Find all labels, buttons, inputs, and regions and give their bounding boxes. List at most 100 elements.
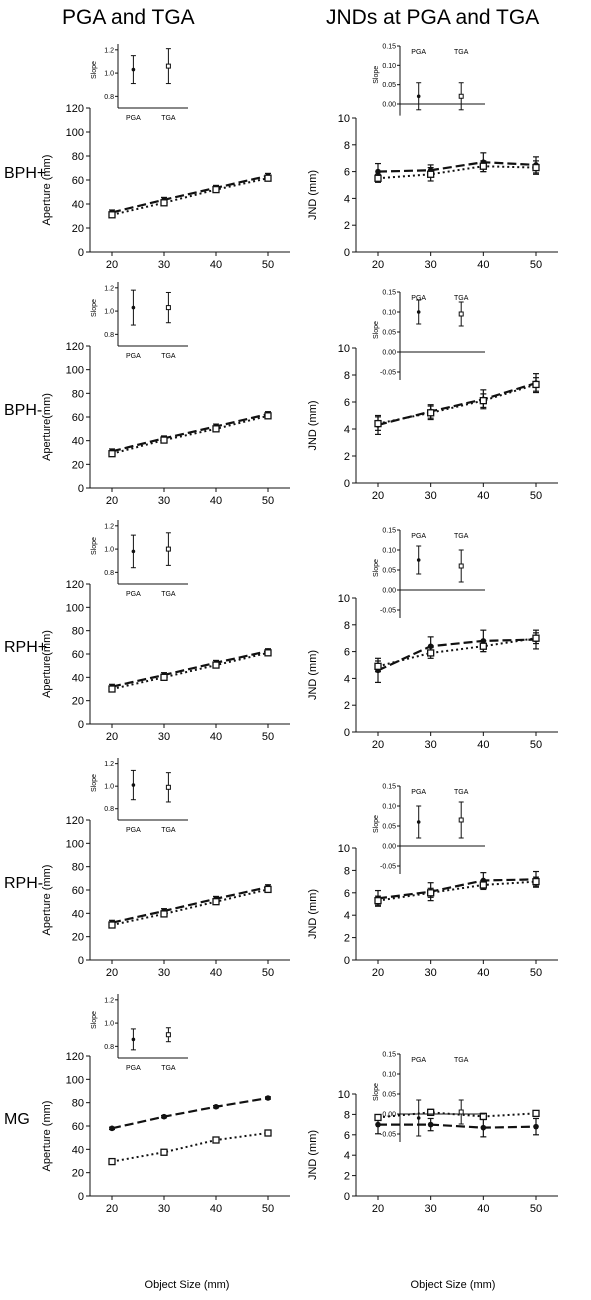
y-axis-label: Aperture(mm) <box>41 630 53 698</box>
data-point-open <box>374 1113 382 1122</box>
y-tick-label: 120 <box>66 579 84 591</box>
y-tick-label: 6 <box>344 1130 350 1142</box>
inset-point-filled <box>416 558 421 562</box>
y-tick-label: 60 <box>72 649 84 661</box>
inset-y-tick-label: 0.15 <box>382 528 396 535</box>
series-line-2 <box>377 880 537 902</box>
inset-point-filled <box>131 783 136 787</box>
y-tick-label: 4 <box>344 673 350 685</box>
chart-jnd-rph: 0 2 4 6 8 10 20 30 40 50 JND (mm) -0.05 0.00 0.05 0.10… <box>307 784 558 979</box>
inset-y-tick-label: 1.0 <box>104 71 114 78</box>
x-tick-label: 20 <box>106 259 118 271</box>
y-tick-label: 6 <box>344 397 350 409</box>
y-tick-label: 6 <box>344 167 350 179</box>
inset-y-tick-label: 0.8 <box>104 94 114 101</box>
x-tick-label: 40 <box>477 1203 489 1215</box>
chart-jnd-rph: 0 2 4 6 8 10 20 30 40 50 JND (mm) -0.05 0.00 0.05 0.10… <box>307 528 558 751</box>
data-point-open <box>427 889 435 897</box>
data-point-open <box>374 896 382 905</box>
y-tick-label: 8 <box>344 1109 350 1121</box>
inset-y-tick-label: 0.8 <box>104 570 114 577</box>
inset-point-open <box>458 93 464 99</box>
x-tick-label: 20 <box>106 495 118 507</box>
data-point-filled <box>480 1124 487 1131</box>
x-tick-label: 50 <box>530 259 542 271</box>
inset-y-axis-label: Slope <box>373 559 380 577</box>
inset-y-axis-label: Slope <box>91 299 98 317</box>
inset-category-label: PGA <box>126 591 141 598</box>
series-line-1 <box>111 1096 269 1130</box>
y-tick-label: 10 <box>338 593 350 605</box>
inset-y-tick-label: 0.15 <box>382 44 396 51</box>
x-tick-label: 40 <box>210 1203 222 1215</box>
y-tick-label: 0 <box>78 719 84 731</box>
inset-point-filled <box>416 310 421 314</box>
series-line-2 <box>111 888 269 926</box>
inset-point-filled <box>131 305 136 310</box>
data-point-open <box>427 1108 435 1117</box>
inset-y-tick-label: 0.10 <box>382 63 396 70</box>
y-tick-label: 0 <box>78 247 84 259</box>
y-tick-label: 0 <box>344 955 350 967</box>
inset-y-tick-label: 0.10 <box>382 804 396 811</box>
y-tick-label: 80 <box>72 151 84 163</box>
data-point-open <box>479 642 487 650</box>
inset-y-tick-label: 0.05 <box>382 824 396 831</box>
x-tick-label: 40 <box>210 967 222 979</box>
series-line-2 <box>377 1111 537 1119</box>
inset-point-open <box>165 1032 171 1038</box>
inset-y-tick-label: 0.15 <box>382 784 396 791</box>
y-tick-label: 0 <box>78 483 84 495</box>
x-tick-label: 30 <box>158 967 170 979</box>
series-line-1 <box>377 638 537 672</box>
y-tick-label: 6 <box>344 647 350 659</box>
group-label: RPH- <box>4 875 43 892</box>
data-point-open <box>160 436 168 444</box>
x-tick-label: 40 <box>477 967 489 979</box>
y-tick-label: 20 <box>72 459 84 471</box>
x-tick-label: 30 <box>158 495 170 507</box>
data-point-open <box>264 412 272 420</box>
series-line-1 <box>111 174 269 214</box>
inset-category-label: TGA <box>454 789 469 796</box>
inset-y-tick-label: 0.00 <box>382 844 396 851</box>
inset-y-axis-label: Slope <box>91 774 98 792</box>
data-point-open <box>479 396 487 405</box>
y-tick-label: 100 <box>66 602 84 614</box>
inset-y-tick-label: 0.00 <box>382 102 396 109</box>
inset-category-label: TGA <box>454 533 469 540</box>
x-tick-label: 50 <box>262 967 274 979</box>
inset-category-label: TGA <box>161 591 176 598</box>
data-point-open <box>479 162 487 170</box>
x-tick-label: 20 <box>106 967 118 979</box>
chart-aperture-rph: 0 20 40 60 80 100 120 20 30 40 50 Aperture(mm)RPH+ 0… <box>4 520 290 743</box>
x-tick-label: 30 <box>425 1203 437 1215</box>
y-tick-label: 4 <box>344 1150 350 1162</box>
data-point-filled <box>161 1113 167 1120</box>
y-tick-label: 0 <box>344 727 350 739</box>
chart-jnd-bph: 0 2 4 6 8 10 20 30 40 50 JND (mm) 0.00 0.05 0.10 0.15 S… <box>307 44 558 271</box>
data-point-open <box>160 910 168 918</box>
inset-category-label: PGA <box>411 789 426 796</box>
data-point-open <box>160 673 168 681</box>
y-tick-label: 0 <box>344 1191 350 1203</box>
inset-y-tick-label: 0.00 <box>382 1112 396 1119</box>
inset-y-axis-label: Slope <box>91 61 98 79</box>
y-axis-label: JND (mm) <box>307 1130 319 1180</box>
y-tick-label: 10 <box>338 843 350 855</box>
y-tick-label: 40 <box>72 199 84 211</box>
inset-category-label: PGA <box>411 49 426 56</box>
group-label: RPH+ <box>4 639 47 656</box>
y-tick-label: 20 <box>72 696 84 708</box>
inset-y-tick-label: 1.2 <box>104 523 114 530</box>
chart-aperture-bph: 0 20 40 60 80 100 120 20 30 40 50 Aperture(mm)BPH- 0… <box>4 282 290 507</box>
inset-y-tick-label: 0.05 <box>382 568 396 575</box>
y-tick-label: 100 <box>66 365 84 377</box>
series-line-1 <box>377 878 537 900</box>
y-tick-label: 4 <box>344 910 350 922</box>
inset-category-label: TGA <box>161 353 176 360</box>
y-tick-label: 80 <box>72 862 84 874</box>
inset-y-tick-label: -0.05 <box>380 608 396 615</box>
series-line-2 <box>111 1132 269 1163</box>
y-tick-label: 4 <box>344 424 350 436</box>
